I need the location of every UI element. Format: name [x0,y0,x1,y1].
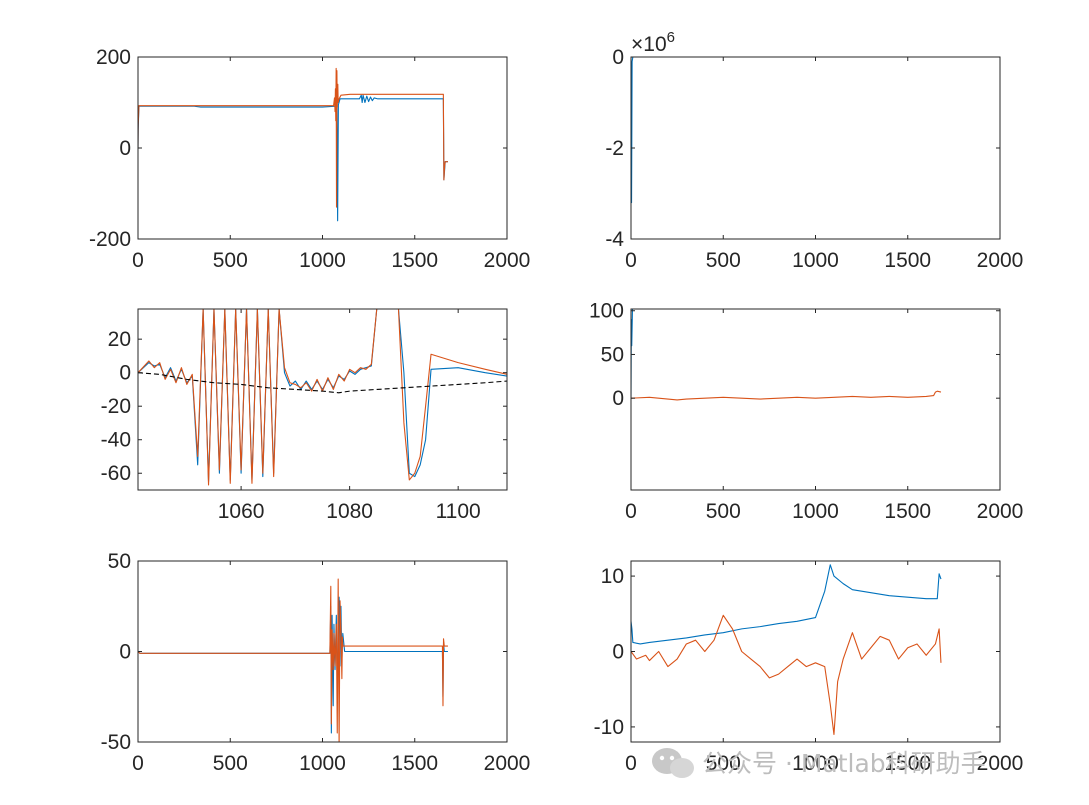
y-tick-label: -10 [594,716,624,739]
x-tick-label: 2000 [977,500,1024,523]
x-tick-label: 1000 [299,752,346,775]
y-tick-label: -200 [89,228,131,251]
x-tick-label: 500 [213,249,248,272]
watermark-text: 公众号 · Matlab科研助手 [702,749,986,778]
y-tick-label: -50 [101,731,131,754]
series-line-2-orange [631,390,942,401]
x-tick-label: 1500 [391,249,438,272]
y-tick-label: -20 [101,395,131,418]
x-tick-label: 2000 [977,249,1024,272]
x-tick-label: 1080 [326,500,373,523]
series-line-1-blue [631,564,942,645]
plot-area [138,578,448,742]
y-tick-label: 100 [589,300,624,323]
y-tick-label: 0 [612,641,624,664]
y-tick-label: 0 [119,362,131,385]
series-line-1-blue [138,92,448,222]
x-tick-label: 500 [706,249,741,272]
plot-area [138,309,507,486]
y-tick-label: 0 [612,46,624,69]
x-tick-label: 0 [625,752,637,775]
x-tick-label: 500 [706,500,741,523]
y-tick-label: -60 [101,462,131,485]
y-tick-label: 0 [119,137,131,160]
y-tick-label: 0 [612,387,624,410]
x-tick-label: 2000 [484,752,531,775]
y-tick-label: -2 [605,137,624,160]
x-tick-label: 1500 [884,500,931,523]
series-line-2-orange [138,309,507,486]
plot-area [138,67,448,222]
axes-box [137,308,508,491]
x-tick-label: 1000 [299,249,346,272]
plot-area [631,564,942,736]
x-tick-label: 0 [132,249,144,272]
series-line-2-orange [138,67,448,208]
y-tick-label: 50 [601,343,624,366]
series-line-2-orange [138,578,448,742]
x-tick-label: 1060 [218,500,265,523]
y-tick-label: 50 [108,550,131,573]
y-tick-label: 200 [96,46,131,69]
wechat-icon [652,748,694,778]
series-line-3-black [138,372,507,394]
watermark: 公众号 · Matlab科研助手 [652,748,986,778]
x-tick-label: 2000 [977,752,1024,775]
y-tick-label: 0 [119,641,131,664]
y-tick-label: -4 [605,228,624,251]
y-tick-label: 10 [601,565,624,588]
x-tick-label: 1500 [884,249,931,272]
series-line-2-orange [631,614,942,736]
subplot-2: 0 500 1000 1500 2000 -4 -2 0 ×106 [605,29,1023,272]
x-tick-label: 0 [625,249,637,272]
y-tick-label: -40 [101,429,131,452]
subplot-3: 1060 1080 1100 -60 -40 -20 0 20 [101,308,508,523]
x-tick-label: 1100 [436,500,481,523]
y-exponent-label: ×106 [631,29,675,56]
x-tick-label: 1500 [884,752,931,775]
y-tick-label: 20 [108,328,131,351]
x-tick-label: 2000 [484,249,531,272]
x-tick-label: 500 [213,752,248,775]
x-tick-label: 1000 [792,500,839,523]
subplot-4: 0 500 1000 1500 2000 0 50 100 [589,300,1023,523]
x-tick-label: 1000 [792,752,839,775]
x-tick-label: 0 [132,752,144,775]
x-tick-label: 0 [625,500,637,523]
x-tick-label: 1000 [792,249,839,272]
x-tick-label: 500 [706,752,741,775]
x-tick-label: 1500 [391,752,438,775]
